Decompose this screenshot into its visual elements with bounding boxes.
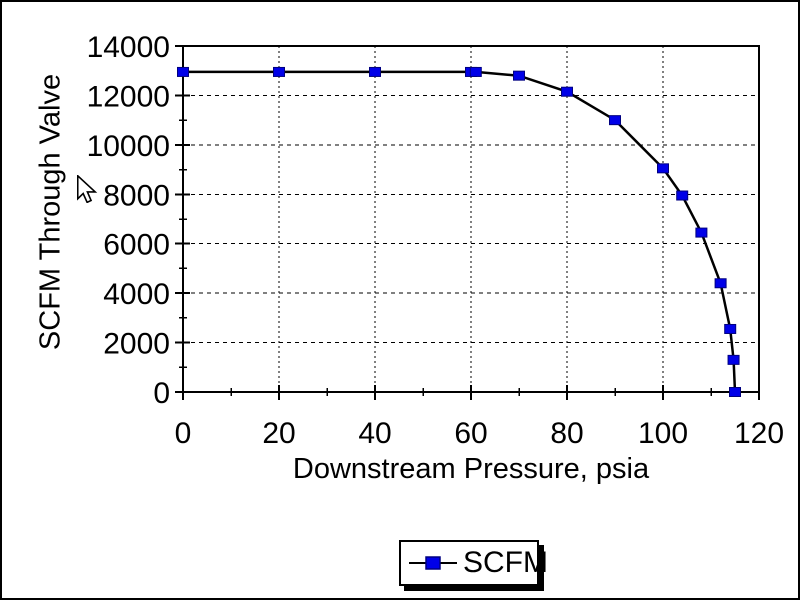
y-axis-title: SCFM Through Valve [34, 73, 67, 351]
y-tick-label: 6000 [103, 229, 170, 262]
data-point-marker[interactable] [714, 278, 727, 289]
data-point-marker[interactable] [273, 66, 285, 77]
y-tick-label: 14000 [87, 31, 170, 64]
data-point-marker[interactable] [177, 66, 189, 77]
x-tick-label: 120 [734, 417, 784, 450]
y-tick-label: 4000 [103, 278, 170, 311]
legend[interactable]: SCFM [399, 540, 548, 586]
x-tick-label: 100 [638, 417, 688, 450]
data-point-marker[interactable] [727, 354, 740, 365]
y-tick-label: 0 [153, 377, 170, 410]
data-point-marker[interactable] [561, 86, 573, 97]
x-tick-label: 80 [550, 417, 583, 450]
data-point-marker[interactable] [676, 190, 689, 201]
x-tick-label: 60 [454, 417, 487, 450]
x-tick-label: 40 [358, 417, 391, 450]
data-point-marker[interactable] [513, 70, 525, 81]
data-point-marker[interactable] [729, 387, 741, 397]
series-line [183, 70, 737, 393]
data-point-marker[interactable] [369, 66, 381, 77]
y-tick-label: 2000 [103, 328, 170, 361]
y-tick-label: 12000 [87, 80, 170, 113]
legend-marker-icon [409, 556, 457, 570]
data-point-marker[interactable] [724, 323, 737, 334]
x-tick-label: 0 [175, 417, 192, 450]
data-point-marker[interactable] [609, 115, 621, 126]
data-point-marker[interactable] [469, 66, 482, 77]
data-point-marker[interactable] [657, 163, 669, 174]
data-point-marker[interactable] [695, 227, 708, 238]
legend-series-label: SCFM [463, 546, 548, 579]
x-axis-title: Downstream Pressure, psia [292, 453, 650, 485]
y-tick-label: 8000 [103, 179, 170, 212]
y-tick-label: 10000 [87, 130, 170, 163]
x-tick-label: 20 [262, 417, 295, 450]
